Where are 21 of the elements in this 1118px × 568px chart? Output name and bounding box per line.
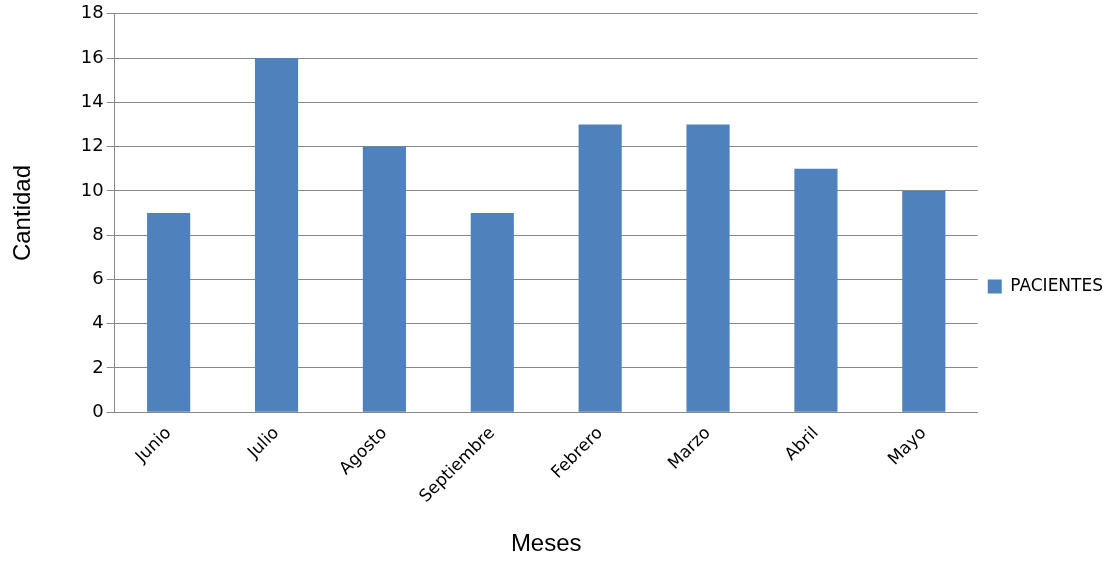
y-tick-label: 6	[92, 267, 104, 289]
y-tick-label: 14	[80, 90, 104, 112]
y-tick-label: 4	[92, 311, 104, 333]
y-tick-label: 2	[92, 355, 104, 377]
bar	[902, 190, 946, 412]
y-tick-label: 18	[80, 1, 104, 23]
bar	[470, 213, 514, 412]
y-tick-label: 16	[80, 45, 104, 67]
bar	[254, 58, 299, 412]
bar	[794, 168, 838, 412]
x-axis-title: Meses	[510, 529, 582, 557]
y-axis-title: Cantidad	[8, 164, 36, 262]
bar	[362, 146, 406, 412]
y-tick-label: 8	[92, 222, 104, 244]
bar	[578, 124, 622, 412]
bar	[147, 213, 191, 412]
bar	[686, 124, 730, 412]
y-tick-label: 0	[92, 399, 104, 421]
y-tick-label: 12	[80, 134, 104, 156]
y-tick-label: 10	[80, 178, 104, 200]
legend-label: PACIENTES	[1010, 274, 1104, 295]
